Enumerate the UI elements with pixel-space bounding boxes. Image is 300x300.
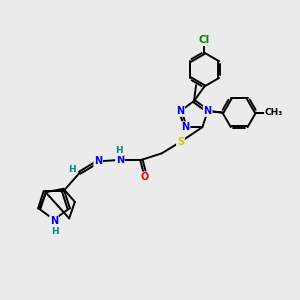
Text: N: N [116,155,124,165]
Text: CH₃: CH₃ [265,108,283,117]
Text: Cl: Cl [199,35,210,45]
Text: O: O [141,172,149,182]
Text: N: N [182,122,190,132]
Text: N: N [50,216,58,226]
Text: H: H [116,146,123,155]
Text: H: H [68,165,76,174]
Text: S: S [177,137,184,147]
Text: N: N [204,106,212,116]
Text: H: H [51,226,58,236]
Text: N: N [94,156,102,167]
Text: N: N [176,106,184,116]
